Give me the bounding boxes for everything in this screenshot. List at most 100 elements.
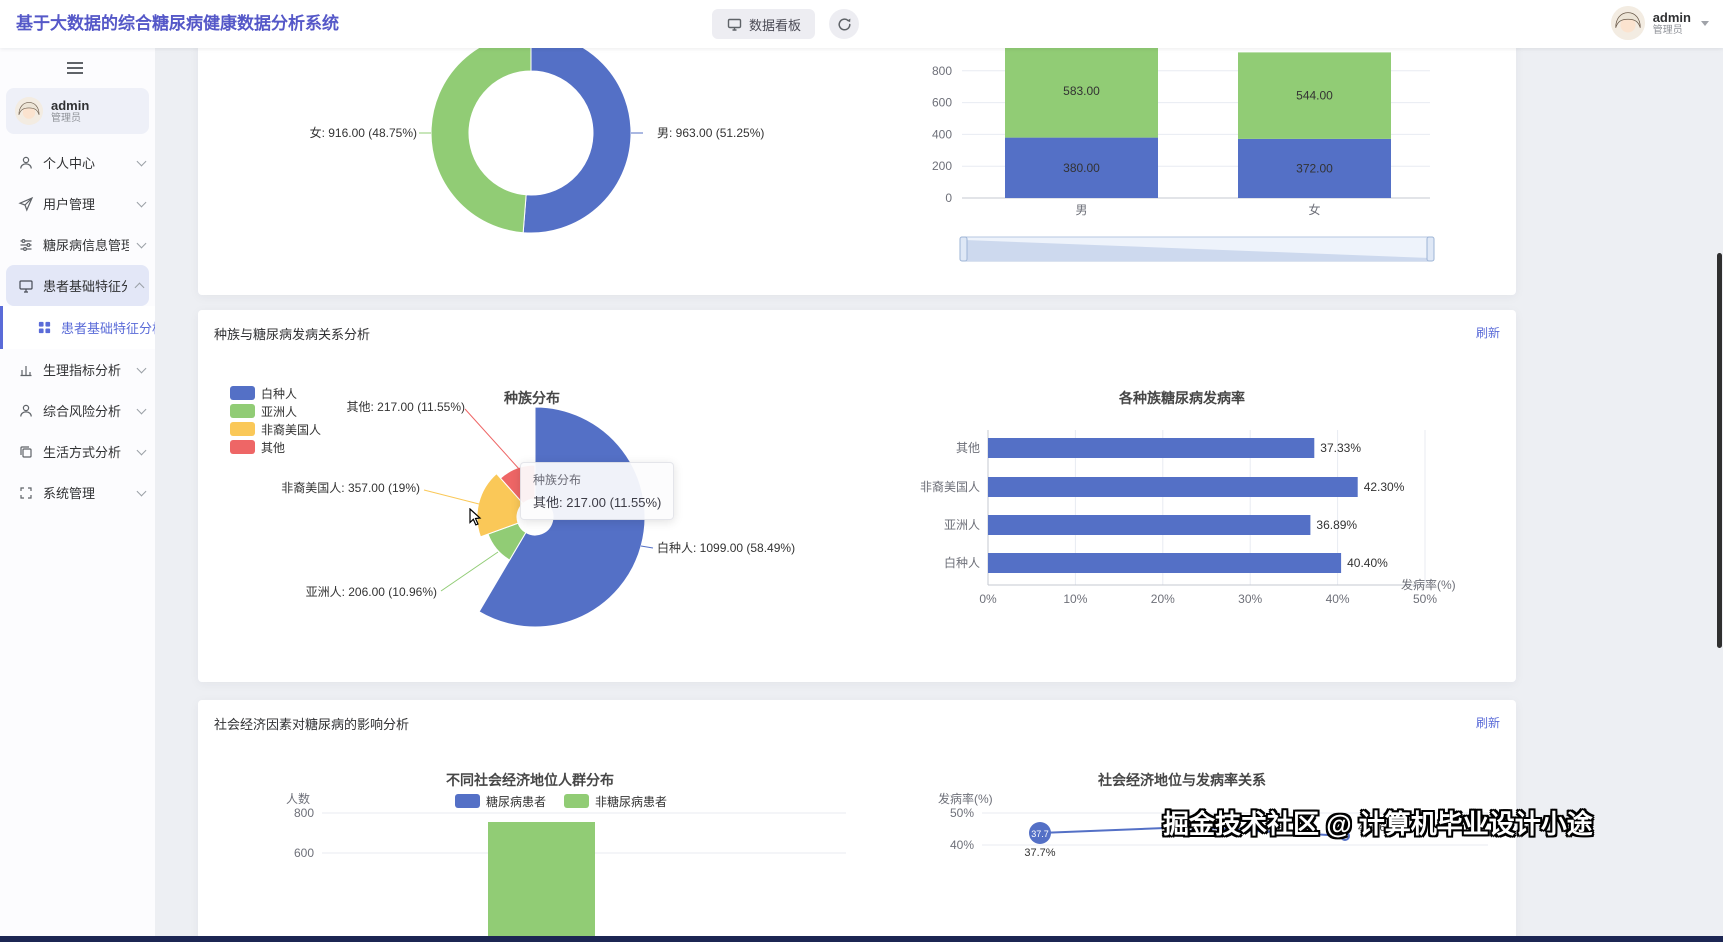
gender-charts[interactable]: 0 200 400 600 800 380.00 583.00 男 372.00 544.00 女 [198, 48, 1516, 295]
mouse-cursor [466, 507, 484, 531]
refresh-link[interactable]: 刷新 [1475, 326, 1500, 340]
chevron-down-icon [136, 363, 147, 373]
svg-text:800: 800 [932, 64, 952, 78]
chart-tooltip: 种族分布 其他: 217.00 (11.55%) [520, 462, 675, 520]
svg-text:36.89%: 36.89% [1316, 518, 1357, 532]
legend-item[interactable]: 其他 [230, 440, 321, 455]
svg-text:600: 600 [294, 846, 314, 860]
refresh-button[interactable] [829, 9, 860, 39]
race-pie-legend: 白种人 亚洲人 非裔美国人 其他 [230, 386, 321, 455]
user-role: 管理员 [1652, 24, 1683, 36]
pie-label-male: 男: 963.00 (51.25%) [657, 126, 765, 140]
svg-text:其他: 其他 [956, 441, 980, 455]
svg-text:女: 女 [1308, 202, 1320, 217]
tooltip-title: 种族分布 [533, 473, 582, 487]
user-name: admin [1652, 9, 1691, 25]
legend-swatch [230, 386, 255, 400]
watermark: 掘金技术社区 @ 计算机毕业设计小途 [1163, 809, 1593, 839]
legend-item[interactable]: 亚洲人 [230, 404, 321, 419]
socio-line-title: 社会经济地位与发病率关系 [1098, 772, 1266, 788]
sidebar-user-role: 管理员 [51, 112, 81, 124]
svg-text:50%: 50% [950, 806, 974, 820]
grid-icon [36, 320, 52, 336]
socio-bar-title: 不同社会经济地位人群分布 [446, 772, 614, 788]
socioeconomic-analysis-card: 800 600 50% 40% 37.7 37.7% 40.96% 社会经济因素对糖尿病的影… [198, 700, 1516, 942]
svg-text:200: 200 [932, 159, 952, 173]
collapse-sidebar-button[interactable] [61, 56, 89, 80]
dashboard-button-label: 数据看板 [749, 17, 802, 33]
chevron-down-icon [136, 156, 147, 166]
legend-item[interactable]: 糖尿病患者 [455, 794, 546, 809]
svg-text:亚洲人: 亚洲人 [944, 518, 980, 532]
race-bar-title: 各种族糖尿病发病率 [1119, 390, 1245, 406]
sidebar-item-personal-center[interactable]: 个人中心 [0, 142, 155, 183]
sliders-icon [18, 237, 34, 253]
legend-swatch [230, 422, 255, 436]
svg-text:20%: 20% [1151, 592, 1175, 606]
pie-label-female: 女: 916.00 (48.75%) [309, 126, 417, 140]
svg-text:544.00: 544.00 [1296, 89, 1333, 103]
dashboard-button[interactable]: 数据看板 [712, 9, 816, 39]
pie-label-asian: 亚洲人: 206.00 (10.96%) [305, 585, 437, 599]
svg-text:50%: 50% [1413, 592, 1437, 606]
monitor-icon [726, 16, 742, 32]
datazoom-slider[interactable] [960, 237, 1434, 261]
chevron-down-icon [136, 404, 147, 414]
y-axis-name: 发病率(%) [938, 792, 993, 806]
sidebar-item-physiological[interactable]: 生理指标分析 [0, 349, 155, 390]
svg-text:372.00: 372.00 [1296, 161, 1333, 175]
pie-label-african: 非裔美国人: 357.00 (19%) [281, 481, 420, 495]
race-charts[interactable]: 0% 10% 20% 30% 40% 50% 37.33% 其他 42.30% 非裔美国人 36.8… [198, 310, 1516, 682]
vertical-scrollbar[interactable] [1717, 253, 1722, 648]
sidebar-item-diabetes-info[interactable]: 糖尿病信息管理 [0, 224, 155, 265]
svg-text:0: 0 [945, 191, 952, 205]
svg-text:37.7: 37.7 [1031, 829, 1049, 839]
svg-text:白种人: 白种人 [944, 555, 980, 570]
app-title: 基于大数据的综合糖尿病健康数据分析系统 [16, 14, 339, 33]
socioeconomic-charts[interactable]: 800 600 50% 40% 37.7 37.7% 40.96% [198, 700, 1516, 942]
race-pie-title: 种族分布 [504, 390, 560, 406]
svg-text:800: 800 [294, 806, 314, 820]
svg-text:600: 600 [932, 96, 952, 110]
sidebar-user-name: admin [51, 97, 90, 113]
sidebar-subitem-patient-features[interactable]: 患者基础特征分析 [0, 306, 155, 349]
sidebar-item-system[interactable]: 系统管理 [0, 472, 155, 513]
section-title: 社会经济因素对糖尿病的影响分析 [214, 717, 410, 732]
app-header: 基于大数据的综合糖尿病健康数据分析系统 数据看板 admin 管理员 [0, 0, 1723, 48]
svg-text:10%: 10% [1063, 592, 1087, 606]
tooltip-value: 其他: 217.00 (11.55%) [533, 495, 662, 510]
race-analysis-card: 0% 10% 20% 30% 40% 50% 37.33% 其他 42.30% 非裔美国人 36.8… [198, 310, 1516, 682]
legend-item[interactable]: 非裔美国人 [230, 422, 321, 437]
bottom-bar [0, 936, 1723, 942]
refresh-link[interactable]: 刷新 [1475, 716, 1500, 730]
sidebar-menu: 个人中心 用户管理 糖尿病信息管理 患者基础特征分析 患者基础特征分析 [0, 142, 155, 513]
pie-label-white: 白种人: 1099.00 (58.49%) [657, 541, 796, 555]
sidebar: admin 管理员 个人中心 用户管理 糖尿病信息管理 患者 [0, 48, 155, 942]
legend-swatch [230, 404, 255, 418]
user-meta: admin 管理员 [1653, 10, 1691, 37]
svg-text:42.30%: 42.30% [1364, 480, 1405, 494]
svg-text:非裔美国人: 非裔美国人 [920, 479, 980, 494]
user-menu[interactable]: admin 管理员 [1610, 6, 1709, 40]
legend-item[interactable]: 非糖尿病患者 [564, 794, 667, 809]
svg-text:40%: 40% [950, 838, 974, 852]
svg-text:40.96%: 40.96% [1358, 822, 1396, 834]
legend-item[interactable]: 白种人 [230, 386, 321, 401]
socio-bar-legend: 糖尿病患者 非糖尿病患者 [455, 794, 667, 809]
svg-text:40%: 40% [1326, 592, 1350, 606]
sidebar-item-patient-features[interactable]: 患者基础特征分析 [6, 265, 149, 306]
section-title: 种族与糖尿病发病关系分析 [214, 327, 371, 342]
svg-text:40.40%: 40.40% [1347, 556, 1388, 570]
sidebar-item-user-management[interactable]: 用户管理 [0, 183, 155, 224]
main-content: 0 200 400 600 800 380.00 583.00 男 372.00 544.00 女 … [155, 48, 1723, 942]
header-center: 数据看板 [712, 9, 860, 39]
chevron-up-icon [134, 282, 145, 292]
sidebar-item-lifestyle[interactable]: 生活方式分析 [0, 431, 155, 472]
sidebar-user-card: admin 管理员 [6, 88, 149, 134]
sidebar-item-risk[interactable]: 综合风险分析 [0, 390, 155, 431]
send-icon [18, 196, 34, 212]
avatar [15, 97, 43, 125]
y-axis-name: 人数 [286, 792, 311, 806]
layers-icon [18, 444, 34, 460]
